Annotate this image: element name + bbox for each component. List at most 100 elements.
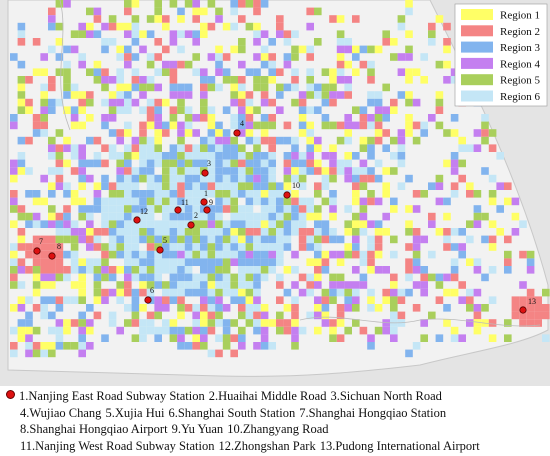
grid-cell — [298, 121, 307, 130]
grid-cell — [245, 22, 254, 31]
grid-cell — [32, 349, 41, 358]
grid-cell — [215, 281, 223, 289]
grid-cell — [55, 243, 64, 251]
grid-cell — [184, 106, 193, 114]
grid-cell — [162, 190, 170, 198]
grid-cell — [245, 129, 254, 137]
grid-cell — [93, 266, 102, 274]
grid-cell — [63, 273, 71, 282]
grid-cell — [55, 342, 64, 350]
grid-cell — [116, 76, 124, 84]
grid-cell — [412, 121, 421, 130]
grid-cell — [25, 106, 33, 114]
grid-cell — [458, 136, 466, 145]
grid-cell — [48, 205, 56, 213]
grid-cell — [367, 190, 375, 198]
grid-cell — [70, 167, 79, 175]
grid-cell — [405, 91, 413, 99]
grid-cell — [420, 121, 428, 130]
grid-cell — [10, 114, 18, 122]
grid-cell — [10, 273, 18, 282]
grid-cell — [336, 258, 345, 266]
grid-cell — [70, 114, 79, 122]
grid-cell — [32, 38, 41, 46]
station-marker — [187, 221, 195, 229]
grid-cell — [276, 136, 284, 145]
grid-cell — [146, 273, 155, 282]
grid-cell — [245, 296, 254, 304]
grid-cell — [207, 273, 216, 282]
grid-cell — [276, 250, 284, 259]
grid-cell — [390, 136, 398, 145]
grid-cell — [116, 228, 124, 236]
station-marker — [33, 247, 41, 255]
grid-cell — [314, 144, 322, 152]
grid-cell — [435, 91, 444, 99]
grid-cell — [70, 243, 79, 251]
grid-cell — [283, 326, 292, 335]
grid-cell — [412, 304, 421, 312]
grid-cell — [25, 296, 33, 304]
grid-cell — [108, 197, 117, 206]
grid-cell — [184, 167, 193, 175]
grid-cell — [268, 98, 276, 107]
grid-cell — [184, 83, 193, 92]
grid-cell — [131, 235, 140, 244]
grid-cell — [397, 91, 406, 99]
grid-cell — [321, 98, 330, 107]
grid-cell — [154, 334, 162, 342]
grid-cell — [450, 326, 459, 335]
grid-cell — [276, 106, 284, 114]
grid-cell — [526, 250, 535, 259]
grid-cell — [435, 228, 444, 236]
grid-cell — [374, 228, 383, 236]
grid-cell — [139, 167, 147, 175]
grid-cell — [428, 311, 436, 320]
grid-cell — [200, 334, 208, 342]
grid-cell — [291, 311, 299, 320]
grid-cell — [466, 190, 474, 198]
grid-cell — [215, 319, 223, 327]
grid-cell — [215, 258, 223, 266]
grid-cell — [215, 174, 223, 183]
grid-cell — [435, 98, 444, 107]
grid-cell — [86, 91, 94, 99]
grid-cell — [40, 68, 48, 76]
grid-cell — [101, 68, 109, 76]
grid-cell — [367, 235, 375, 244]
grid-cell — [177, 235, 185, 244]
grid-cell — [55, 250, 64, 259]
grid-cell — [276, 15, 284, 23]
grid-cell — [192, 342, 200, 350]
grid-cell — [245, 0, 254, 8]
grid-cell — [329, 250, 337, 259]
grid-cell — [443, 38, 451, 46]
grid-cell — [124, 174, 132, 183]
grid-cell — [207, 304, 216, 312]
grid-cell — [116, 197, 124, 206]
grid-cell — [124, 212, 132, 221]
grid-cell — [390, 53, 398, 61]
grid-cell — [238, 296, 246, 304]
grid-cell — [230, 144, 238, 152]
grid-cell — [17, 266, 26, 274]
grid-cell — [146, 144, 155, 152]
grid-cell — [253, 220, 261, 228]
grid-cell — [268, 60, 276, 69]
grid-cell — [245, 190, 254, 198]
grid-cell — [420, 53, 428, 61]
grid-cell — [367, 258, 375, 266]
grid-cell — [10, 190, 18, 198]
grid-cell — [314, 311, 322, 320]
grid-cell — [450, 243, 459, 251]
grid-cell — [63, 342, 71, 350]
grid-cell — [435, 106, 444, 114]
grid-cell — [298, 91, 307, 99]
grid-cell — [504, 197, 512, 206]
grid-cell — [238, 250, 246, 259]
grid-cell — [162, 250, 170, 259]
grid-cell — [321, 83, 330, 92]
grid-cell — [207, 174, 216, 183]
grid-cell — [124, 243, 132, 251]
grid-cell — [32, 266, 41, 274]
